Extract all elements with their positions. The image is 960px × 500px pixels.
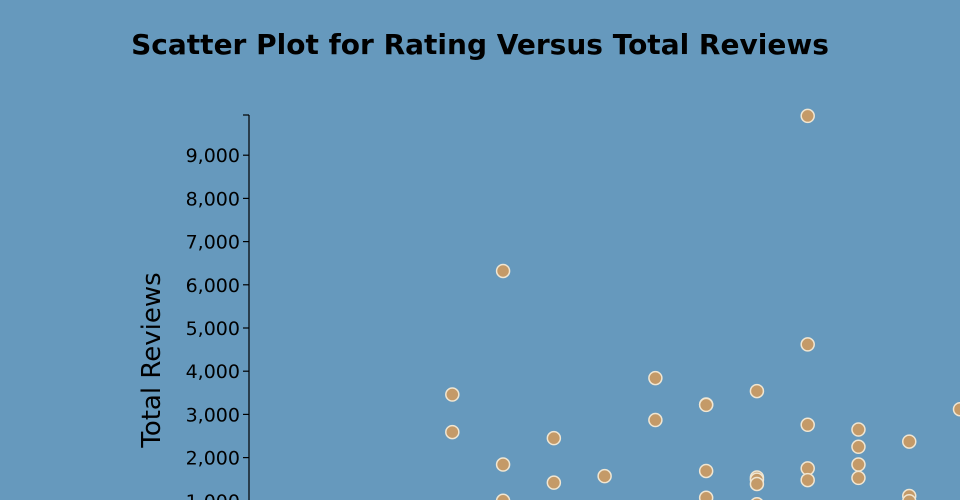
y-axis-label: Total Reviews [137, 272, 167, 448]
data-point [851, 470, 866, 486]
data-point [800, 472, 815, 488]
data-point [800, 417, 815, 433]
points-layer [445, 108, 960, 500]
data-point [901, 434, 917, 449]
y-axis-ticks: 1,000 2,000 3,000 4,000 5,000 6,000 7,000 8,000… [186, 114, 249, 500]
data-point [698, 463, 714, 479]
data-point [751, 497, 763, 500]
data-point [546, 430, 562, 446]
y-tick-label: 3,000 [186, 404, 240, 426]
data-point [648, 412, 663, 428]
data-point [851, 457, 866, 472]
y-tick-label: 9,000 [186, 145, 240, 167]
y-tick-label: 4,000 [186, 361, 240, 383]
y-tick-label: 7,000 [186, 232, 240, 254]
data-point [698, 397, 714, 413]
data-point [648, 370, 663, 386]
chart-title: Scatter Plot for Rating Versus Total Rev… [131, 28, 829, 61]
data-point [952, 401, 960, 417]
data-point [445, 424, 460, 440]
data-point [495, 493, 511, 500]
data-point [902, 493, 917, 500]
y-tick-label: 8,000 [186, 188, 240, 210]
data-point [800, 108, 815, 124]
data-point [698, 490, 714, 500]
data-point [749, 383, 765, 399]
data-point [445, 387, 460, 402]
data-point [546, 475, 562, 490]
data-point [597, 468, 612, 484]
y-tick-label: 1,000 [186, 491, 240, 500]
data-point [749, 476, 765, 492]
data-point [495, 263, 511, 279]
data-point [851, 439, 866, 455]
data-point [800, 337, 815, 352]
y-tick-label: 6,000 [186, 275, 240, 297]
data-point [851, 422, 866, 437]
y-tick-label: 5,000 [186, 318, 240, 340]
data-point [495, 457, 511, 472]
y-tick-label: 2,000 [186, 448, 240, 470]
